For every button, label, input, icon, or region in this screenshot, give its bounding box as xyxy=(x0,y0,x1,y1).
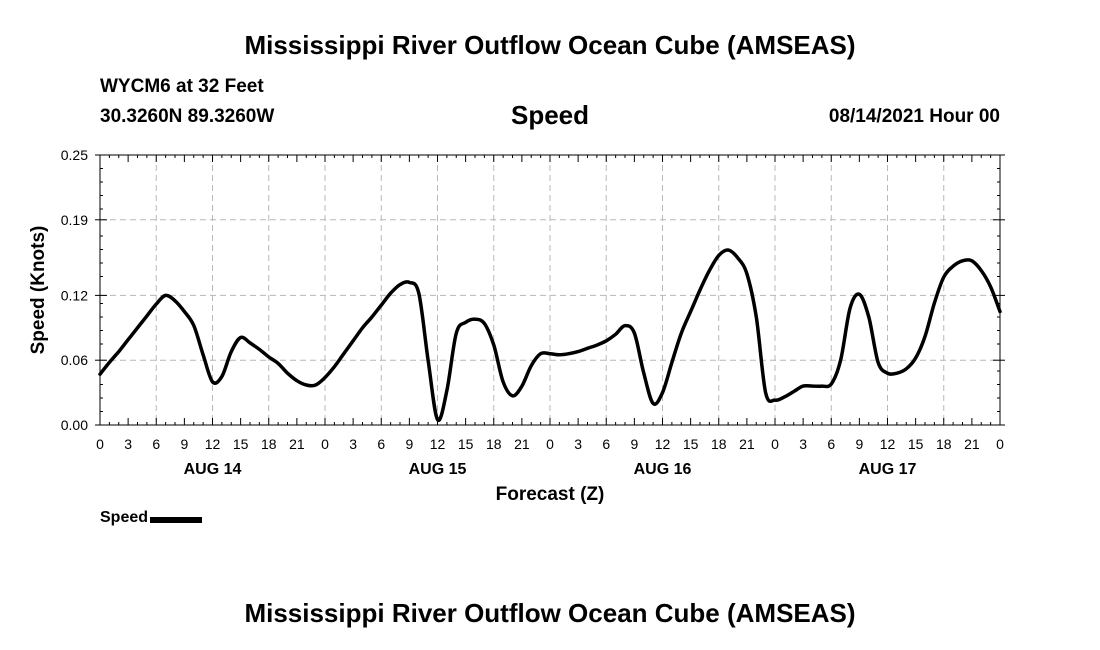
x-tick-label: 9 xyxy=(405,436,413,452)
x-tick-label: 9 xyxy=(630,436,638,452)
x-tick-label: 3 xyxy=(349,436,357,452)
legend-line-swatch xyxy=(150,516,203,523)
station-label: WYCM6 at 32 Feet xyxy=(100,76,264,97)
x-tick-label: 18 xyxy=(711,436,727,452)
x-tick-label: 0 xyxy=(996,436,1004,452)
day-label: AUG 17 xyxy=(859,461,917,478)
y-tick-label: 0.25 xyxy=(61,147,88,163)
forecast-datetime: 08/14/2021 Hour 00 xyxy=(828,106,1000,127)
x-tick-label: 21 xyxy=(289,436,305,452)
x-axis-title: Forecast (Z) xyxy=(496,484,605,505)
y-axis-title: Speed (Knots) xyxy=(28,226,49,355)
x-tick-label: 0 xyxy=(96,436,104,452)
x-tick-label: 15 xyxy=(683,436,699,452)
y-tick-label: 0.19 xyxy=(61,212,88,228)
chart-title: Speed xyxy=(510,100,590,130)
x-tick-label: 3 xyxy=(574,436,582,452)
x-tick-label: 0 xyxy=(546,436,554,452)
x-tick-label: 6 xyxy=(827,436,835,452)
x-tick-label: 12 xyxy=(205,436,221,452)
x-tick-label: 6 xyxy=(152,436,160,452)
grid-lines xyxy=(100,155,1000,425)
x-tick-label: 18 xyxy=(486,436,502,452)
series-line-speed xyxy=(98,248,1002,423)
day-label: AUG 16 xyxy=(634,461,692,478)
x-tick-label: 21 xyxy=(739,436,755,452)
x-tick-label: 12 xyxy=(880,436,896,452)
x-tick-label: 12 xyxy=(430,436,446,452)
y-tick-label: 0.06 xyxy=(61,352,88,368)
x-tick-label: 15 xyxy=(908,436,924,452)
y-tick-label: 0.12 xyxy=(61,287,88,303)
axis-labels: 0 3 6 9 12 15 18 21 0 3 6 9 12 15 18 21 0 3 6 9 12 15 18 21 0 3 6 9… xyxy=(28,147,1004,505)
page-title: Mississippi River Outflow Ocean Cube (AM… xyxy=(244,30,856,60)
y-tick-label: 0.00 xyxy=(61,417,88,433)
x-tick-label: 3 xyxy=(799,436,807,452)
x-tick-label: 0 xyxy=(771,436,779,452)
legend: Speed xyxy=(100,509,203,527)
x-tick-label: 9 xyxy=(855,436,863,452)
x-tick-label: 12 xyxy=(655,436,671,452)
x-tick-label: 21 xyxy=(964,436,980,452)
x-tick-label: 15 xyxy=(233,436,249,452)
x-tick-label: 6 xyxy=(377,436,385,452)
x-tick-label: 15 xyxy=(458,436,474,452)
x-tick-label: 21 xyxy=(514,436,530,452)
coordinates-label: 30.3260N 89.3260W xyxy=(100,106,275,127)
legend-label: Speed xyxy=(100,509,149,526)
x-tick-label: 9 xyxy=(180,436,188,452)
x-tick-label: 18 xyxy=(261,436,277,452)
plot-frame xyxy=(99,154,1001,426)
day-label: AUG 14 xyxy=(184,461,242,478)
x-tick-label: 18 xyxy=(936,436,952,452)
day-label: AUG 15 xyxy=(409,461,467,478)
footer-title: Mississippi River Outflow Ocean Cube (AM… xyxy=(244,598,856,628)
x-tick-label: 3 xyxy=(124,436,132,452)
x-tick-label: 0 xyxy=(321,436,329,452)
x-tick-label: 6 xyxy=(602,436,610,452)
series-layer xyxy=(98,248,1002,423)
